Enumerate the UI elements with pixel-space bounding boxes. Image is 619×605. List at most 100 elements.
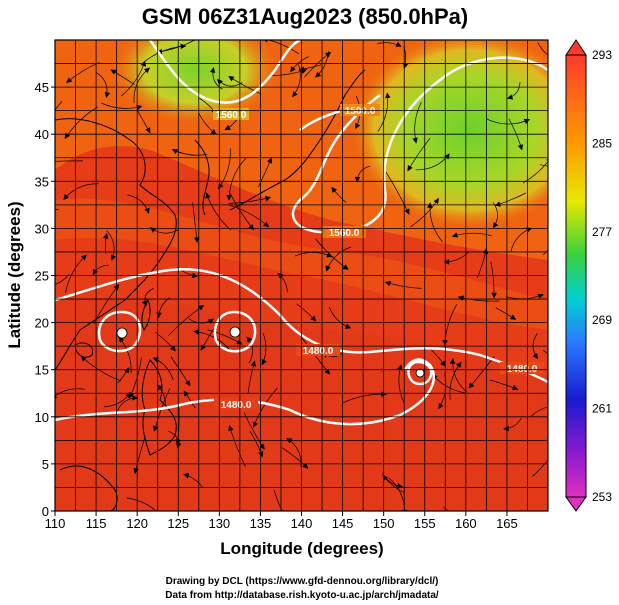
streamline-arrowhead [210, 129, 217, 135]
x-tick-label: 115 [86, 516, 107, 531]
streamline-arrowhead [554, 446, 558, 451]
streamline-arrowhead [170, 345, 176, 352]
streamline-arrowhead [266, 157, 272, 164]
streamline-arrowhead [110, 69, 117, 75]
contour-1560-north [148, 40, 301, 104]
x-tick-label: 135 [250, 516, 272, 531]
streamline-arrowhead [228, 75, 235, 82]
contour-label-2: 1560.0 [329, 228, 360, 239]
contours [55, 40, 548, 426]
x-tick-label: 145 [332, 516, 354, 531]
streamline [134, 40, 137, 41]
streamline-arrowhead [145, 127, 151, 134]
x-tick-label: 165 [496, 516, 518, 531]
contour-label-6: 1500.0 [345, 106, 376, 117]
grid-lines [55, 40, 548, 511]
streamline-arrowhead [228, 424, 234, 432]
streamline-arrowhead [412, 137, 418, 144]
streamline-arrowhead [354, 176, 361, 183]
coastline-hainan [74, 342, 94, 358]
contour-label-bg-6 [340, 104, 380, 116]
streamline-arrowhead [92, 268, 98, 276]
streamline-arrowhead [246, 336, 253, 343]
streamline-arrowhead [290, 66, 296, 73]
streamline [539, 164, 548, 167]
contour-1480-mid [55, 268, 548, 384]
coastline-borneo [59, 465, 118, 511]
cyclone-center-east [415, 368, 425, 378]
streamline-arrowhead [385, 92, 391, 99]
streamline-arrowhead [63, 193, 69, 201]
streamline-arrowhead [205, 192, 211, 199]
cyclone-centers [116, 326, 425, 378]
colorbar-ticks: 293 285 277 269 261 253 [592, 48, 612, 504]
streamline-arrowhead [342, 264, 349, 270]
colorbar-tick-label: 269 [592, 313, 612, 327]
streamline-arrowhead [549, 404, 554, 408]
credit-drawing: Drawing by DCL (https://www.gfd-dennou.o… [166, 576, 439, 587]
streamline-arrowhead [111, 254, 117, 261]
streamline-arrowhead [132, 395, 139, 401]
y-tick-label: 40 [35, 127, 49, 142]
streamline [55, 160, 84, 162]
streamline-arrowhead [171, 149, 179, 155]
streamline-arrowhead [207, 318, 215, 324]
contour-ring-east [407, 360, 433, 386]
streamline-arrowhead [216, 78, 223, 85]
y-tick-label: 5 [42, 457, 49, 472]
streamline-arrowhead [209, 67, 216, 74]
streamline-arrowhead [282, 514, 286, 519]
cyclone-center-west [116, 327, 128, 339]
streamline-arrowhead [451, 232, 459, 238]
y-tick-label: 35 [35, 174, 49, 189]
streamline-arrowhead [468, 382, 475, 389]
streamline-arrowhead [64, 132, 71, 140]
streamline-arrowhead [236, 339, 243, 345]
streamline-arrowhead [491, 292, 497, 299]
x-axis-title: Longitude (degrees) [220, 539, 383, 558]
colorbar-tick-label: 277 [592, 225, 612, 239]
y-axis-title: Latitude (degrees) [5, 201, 24, 348]
x-tick-label: 150 [373, 516, 395, 531]
streamline-arrowhead [456, 361, 462, 368]
streamline-arrowhead [265, 195, 272, 202]
streamline-arrowhead [325, 265, 331, 272]
streamline-arrowhead [407, 165, 413, 172]
streamline-arrowhead [252, 421, 258, 428]
y-tick-label: 10 [35, 410, 49, 425]
streamline-arrowhead [315, 71, 322, 78]
x-tick-label: 120 [126, 516, 148, 531]
coastline-asia-mainland [55, 118, 177, 371]
streamline [267, 40, 300, 55]
streamline-arrowhead [102, 232, 109, 239]
colorbar-tick-label: 253 [592, 490, 612, 504]
streamline-arrowhead [509, 314, 517, 320]
streamline [55, 100, 63, 111]
streamline-arrowhead [192, 329, 199, 335]
streamline-arrowhead [517, 144, 524, 151]
x-tick-label: 130 [208, 516, 230, 531]
contour-label-bg-2 [322, 226, 366, 238]
contour-label-bg-5 [214, 398, 258, 410]
streamline-arrowhead [326, 252, 333, 258]
y-tick-label: 30 [35, 221, 49, 236]
streamline-arrowhead [302, 462, 309, 469]
streamline [530, 406, 548, 417]
streamline [388, 477, 406, 511]
streamline-arrowhead [259, 443, 265, 450]
streamline-arrowhead [185, 380, 191, 387]
streamline-arrowhead [344, 323, 352, 329]
colorbar-top-arrow [565, 39, 587, 56]
contour-1480-south [55, 358, 435, 426]
streamline [532, 459, 548, 477]
streamline-arrowhead [250, 360, 256, 367]
streamline-arrowhead [124, 367, 130, 374]
streamline [543, 249, 548, 256]
streamline-arrowhead [143, 67, 151, 74]
x-tick-label: 140 [291, 516, 313, 531]
streamline [126, 497, 157, 511]
streamline-arrowhead [80, 254, 87, 261]
streamline-arrowhead [562, 377, 566, 382]
x-tick-label: 155 [414, 516, 436, 531]
